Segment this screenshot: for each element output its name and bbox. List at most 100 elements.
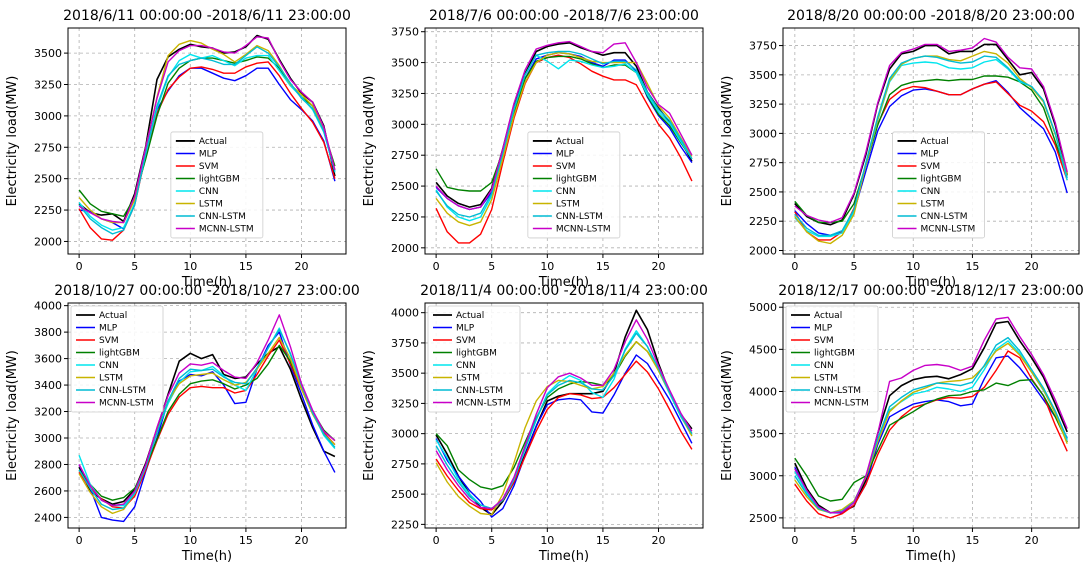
x-tick-label: 0 — [791, 260, 798, 273]
legend-label: LSTM — [921, 199, 945, 209]
y-axis-label: Electricity load(MW) — [5, 76, 20, 207]
y-axis-label: Electricity load(MW) — [720, 76, 735, 207]
legend: Actual MLP SVM lightGBM CNN LSTM CNN-LSTM MCNN-… — [70, 305, 164, 413]
y-tick-label: 4000 — [391, 307, 419, 320]
x-tick-label: 15 — [239, 534, 253, 547]
legend-label: CNN-LSTM — [99, 386, 146, 396]
series-line-cnn-lstm — [794, 336, 1068, 514]
x-axis-label: Time(h) — [538, 549, 589, 564]
legend: Actual MLP SVM lightGBM CNN LSTM CNN-LSTM MCNN-… — [170, 131, 264, 239]
legend-label: LSTM — [814, 374, 838, 384]
legend-label: SVM — [814, 336, 834, 346]
x-tick-label: 5 — [851, 534, 858, 547]
y-tick-label: 3000 — [391, 428, 419, 441]
series-line-actual — [78, 345, 336, 506]
series-line-lightgbm — [794, 379, 1068, 502]
x-tick-label: 5 — [131, 260, 138, 273]
y-tick-label: 3000 — [749, 127, 777, 140]
y-tick-label: 3600 — [34, 353, 62, 366]
y-tick-label: 2000 — [34, 235, 62, 248]
plot-frame — [782, 27, 1080, 255]
series-line-mcnn-lstm — [794, 37, 1068, 224]
x-tick-label: 10 — [540, 260, 554, 273]
x-tick-label: 20 — [295, 260, 309, 273]
legend-label: MCNN-LSTM — [556, 224, 611, 234]
legend-label: MLP — [556, 149, 575, 159]
x-tick-label: 15 — [239, 260, 253, 273]
legend-label: MLP — [199, 149, 218, 159]
legend-label: LSTM — [99, 374, 123, 384]
y-tick-label: 2000 — [391, 242, 419, 255]
y-tick-label: 2500 — [391, 180, 419, 193]
x-tick-label: 15 — [965, 260, 979, 273]
y-tick-label: 3500 — [749, 69, 777, 82]
x-tick-label: 10 — [183, 534, 197, 547]
y-tick-label: 2600 — [34, 485, 62, 498]
series-line-mlp — [435, 354, 693, 518]
legend-label: MCNN-LSTM — [921, 224, 976, 234]
y-tick-label: 2750 — [34, 141, 62, 154]
x-tick-label: 10 — [906, 260, 920, 273]
y-tick-label: 4000 — [34, 300, 62, 313]
y-tick-label: 3200 — [34, 406, 62, 419]
chart-panel-3: 0 5 10 15 20 2000 2250 2500 2750 3000 3250 3500 3750… — [720, 8, 1080, 290]
x-tick-label: 20 — [1025, 534, 1039, 547]
legend-label: CNN-LSTM — [456, 386, 503, 396]
y-tick-label: 2000 — [749, 244, 777, 257]
x-tick-label: 15 — [596, 260, 610, 273]
legend-label: lightGBM — [556, 174, 597, 184]
chart-panel-6: 0 5 10 15 20 2500 3000 3500 4000 4500 50002018/12/… — [720, 283, 1084, 564]
legend-label: MLP — [456, 324, 475, 334]
series-line-svm — [435, 360, 693, 511]
series-line-mcnn-lstm — [78, 314, 336, 507]
series-line-cnn-lstm — [78, 328, 336, 511]
series-line-cnn-lstm — [435, 332, 693, 510]
chart-title: 2018/6/11 00:00:00 -2018/6/11 23:00:00 — [63, 8, 351, 24]
chart-title: 2018/10/27 00:00:00 -2018/10/27 23:00:00 — [54, 283, 360, 299]
x-tick-label: 5 — [488, 534, 495, 547]
legend-box — [785, 305, 879, 413]
legend-label: Actual — [199, 137, 227, 147]
x-tick-label: 0 — [433, 260, 440, 273]
plot-frame — [782, 302, 1080, 529]
legend: Actual MLP SVM lightGBM CNN LSTM CNN-LSTM MCNN-… — [892, 131, 985, 239]
chart-panel-1: 0 5 10 15 20 2000 2250 2500 2750 3000 3250 3500 2018… — [5, 8, 351, 290]
y-tick-label: 3750 — [391, 337, 419, 350]
series-line-lstm — [78, 336, 336, 515]
y-tick-label: 2800 — [34, 458, 62, 471]
plot-frame — [424, 302, 704, 529]
legend-box — [70, 305, 164, 413]
x-tick-label: 20 — [652, 260, 666, 273]
legend-label: SVM — [456, 336, 476, 346]
series-line-mcnn-lstm — [78, 36, 336, 224]
series-line-mcnn-lstm — [794, 316, 1068, 514]
legend-label: CNN — [814, 361, 834, 371]
legend-label: CNN-LSTM — [814, 386, 861, 396]
legend: Actual MLP SVM lightGBM CNN LSTM CNN-LSTM MCNN-… — [785, 305, 879, 413]
legend-label: lightGBM — [921, 174, 962, 184]
legend-label: CNN — [921, 187, 941, 197]
y-tick-label: 2400 — [34, 511, 62, 524]
legend-box — [427, 305, 521, 413]
plot-frame — [67, 302, 347, 529]
series-line-mcnn-lstm — [435, 319, 693, 510]
series-line-cnn-lstm — [78, 46, 336, 235]
plot-frame — [424, 27, 704, 255]
y-tick-label: 5000 — [749, 301, 777, 314]
legend-label: lightGBM — [814, 349, 855, 359]
legend-label: CNN-LSTM — [556, 212, 603, 222]
y-tick-label: 3000 — [34, 110, 62, 123]
x-tick-label: 10 — [183, 260, 197, 273]
legend-label: MCNN-LSTM — [99, 399, 154, 409]
x-tick-label: 10 — [906, 534, 920, 547]
series-line-cnn-lstm — [435, 50, 693, 218]
y-tick-label: 2500 — [391, 488, 419, 501]
legend: Actual MLP SVM lightGBM CNN LSTM CNN-LSTM MCNN-… — [527, 131, 621, 239]
series-line-lightgbm — [435, 55, 693, 192]
y-tick-label: 3500 — [391, 367, 419, 380]
y-axis-label: Electricity load(MW) — [362, 76, 377, 207]
chart-panel-2: 0 5 10 15 20 2000 2250 2500 2750 3000 3250 3500 3750… — [362, 8, 704, 290]
x-tick-label: 5 — [131, 534, 138, 547]
x-tick-label: 0 — [76, 534, 83, 547]
